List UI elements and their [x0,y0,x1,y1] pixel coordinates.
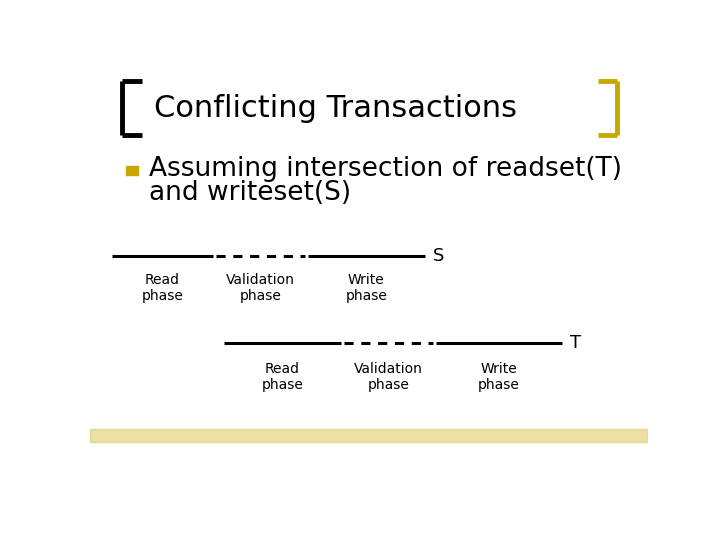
Text: Read
phase: Read phase [142,273,184,303]
Text: and writeset(S): and writeset(S) [148,180,351,206]
Text: T: T [570,334,581,353]
Bar [126,166,138,176]
Text: Assuming intersection of readset(T): Assuming intersection of readset(T) [148,156,621,182]
Text: Validation
phase: Validation phase [226,273,294,303]
Text: Read
phase: Read phase [261,362,303,392]
Text: Conflicting Transactions: Conflicting Transactions [154,94,517,123]
Text: Validation
phase: Validation phase [354,362,423,392]
Text: S: S [433,247,444,265]
Bar [90,429,648,442]
Text: Write
phase: Write phase [478,362,520,392]
Text: Write
phase: Write phase [346,273,387,303]
